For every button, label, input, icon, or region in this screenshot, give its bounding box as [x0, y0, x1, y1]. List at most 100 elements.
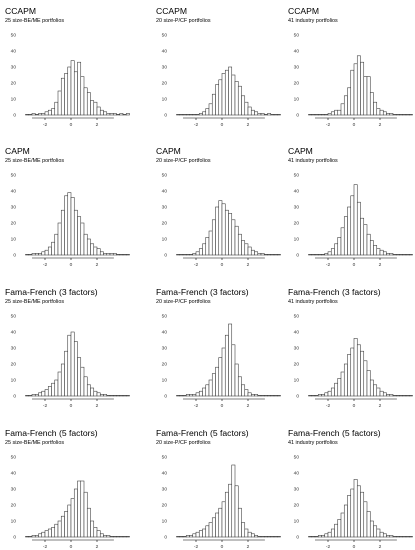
histogram-bar	[347, 206, 352, 256]
histogram-bar	[350, 488, 355, 538]
histogram-bar	[244, 243, 249, 256]
histogram-bar	[241, 95, 246, 116]
x-tick-label: 0	[353, 262, 356, 268]
histogram-bar	[83, 87, 88, 116]
histogram-bar	[395, 536, 400, 538]
histogram-bar	[237, 376, 242, 397]
histogram-bar	[96, 392, 101, 397]
histogram-bar	[314, 395, 319, 397]
histogram-bar	[67, 504, 72, 538]
histogram-bar	[257, 395, 262, 397]
x-tick-label: 0	[221, 544, 224, 550]
histogram-bar	[96, 530, 101, 538]
histogram-bar	[93, 390, 98, 397]
histogram-bar	[405, 114, 410, 116]
histogram-bar	[337, 237, 342, 256]
y-tick-label: 20	[294, 362, 300, 368]
y-tick-label: 50	[294, 455, 300, 461]
histogram-bar	[73, 488, 78, 538]
histogram-bar	[353, 63, 358, 116]
histogram-bar	[231, 74, 236, 116]
histogram-bar	[179, 254, 184, 256]
histogram-bar	[106, 253, 111, 256]
histogram-bar	[324, 392, 329, 397]
y-tick-label: 20	[294, 221, 300, 227]
histogram-bar	[31, 394, 36, 397]
histogram-bar	[112, 395, 117, 397]
panel-title: Fama-French (5 factors)	[156, 428, 249, 438]
histogram-bar	[263, 536, 268, 538]
x-tick-label: -2	[326, 544, 331, 550]
y-tick-label: 20	[11, 362, 17, 368]
histogram-bar	[195, 392, 200, 397]
y-tick-label: 30	[294, 65, 300, 71]
histogram-bar	[57, 90, 62, 116]
y-tick-label: 20	[162, 221, 168, 227]
histogram-bar	[360, 491, 365, 538]
histogram-bar	[257, 536, 262, 538]
y-tick-label: 30	[11, 346, 17, 352]
histogram-bar	[64, 73, 69, 116]
histogram-bar	[369, 379, 374, 397]
histogram-bar	[106, 113, 111, 116]
x-tick-label: 0	[353, 544, 356, 550]
y-tick-label: 30	[162, 346, 168, 352]
histogram-bar	[250, 394, 255, 397]
histogram-bar	[77, 357, 82, 397]
y-tick-label: 10	[11, 378, 17, 384]
histogram-bar	[321, 394, 326, 397]
histogram-bar	[80, 76, 85, 116]
histogram-bar	[73, 209, 78, 256]
histogram-bar	[317, 114, 322, 116]
histogram-bar	[99, 109, 104, 116]
histogram-bar	[340, 227, 345, 256]
histogram-bar	[334, 382, 339, 397]
histogram-bar	[347, 495, 352, 538]
histogram-bar	[34, 394, 39, 397]
histogram-bar	[392, 536, 397, 538]
x-tick-label: 0	[70, 262, 73, 268]
histogram-bar	[83, 491, 88, 538]
panel-title: Fama-French (3 factors)	[5, 287, 98, 297]
x-tick-label: -2	[194, 403, 199, 409]
histogram-bar	[215, 512, 220, 538]
histogram-bar	[112, 113, 117, 116]
x-tick-label: 0	[221, 262, 224, 268]
histogram-bar	[366, 233, 371, 256]
histogram-bar	[208, 230, 213, 256]
y-tick-label: 20	[162, 503, 168, 509]
histogram-bar	[109, 395, 114, 397]
histogram-bar	[244, 101, 249, 116]
histogram-bar	[350, 69, 355, 116]
histogram-bar	[119, 254, 124, 256]
histogram-bar	[353, 479, 358, 538]
histogram-bar	[86, 92, 91, 116]
histogram-bar	[356, 485, 361, 538]
histogram-bar	[334, 109, 339, 116]
histogram-bar	[202, 243, 207, 256]
histogram-bar	[263, 254, 268, 256]
histogram-bar	[311, 536, 316, 538]
x-tick-label: 0	[353, 403, 356, 409]
histogram-bar	[373, 101, 378, 116]
histogram-bar	[405, 536, 410, 538]
histogram-bar	[96, 248, 101, 256]
histogram-bar	[64, 195, 69, 256]
histogram-bar	[64, 511, 69, 538]
histogram-bar	[363, 224, 368, 256]
panel-subtitle: 25 size-BE/ME portfolios	[5, 158, 64, 164]
histogram-bar	[408, 114, 413, 116]
panel-subtitle: 20 size-P/CF portfolios	[156, 299, 211, 305]
histogram-bar	[273, 114, 278, 116]
panel-subtitle: 20 size-P/CF portfolios	[156, 440, 211, 446]
x-tick-label: 2	[379, 122, 382, 128]
histogram-bar	[369, 240, 374, 256]
histogram-bar	[67, 66, 72, 116]
histogram-bar	[38, 253, 43, 256]
histogram-bar	[327, 390, 332, 397]
histogram-bar	[103, 253, 108, 256]
histogram-bar	[360, 350, 365, 397]
y-tick-label: 40	[162, 330, 168, 336]
